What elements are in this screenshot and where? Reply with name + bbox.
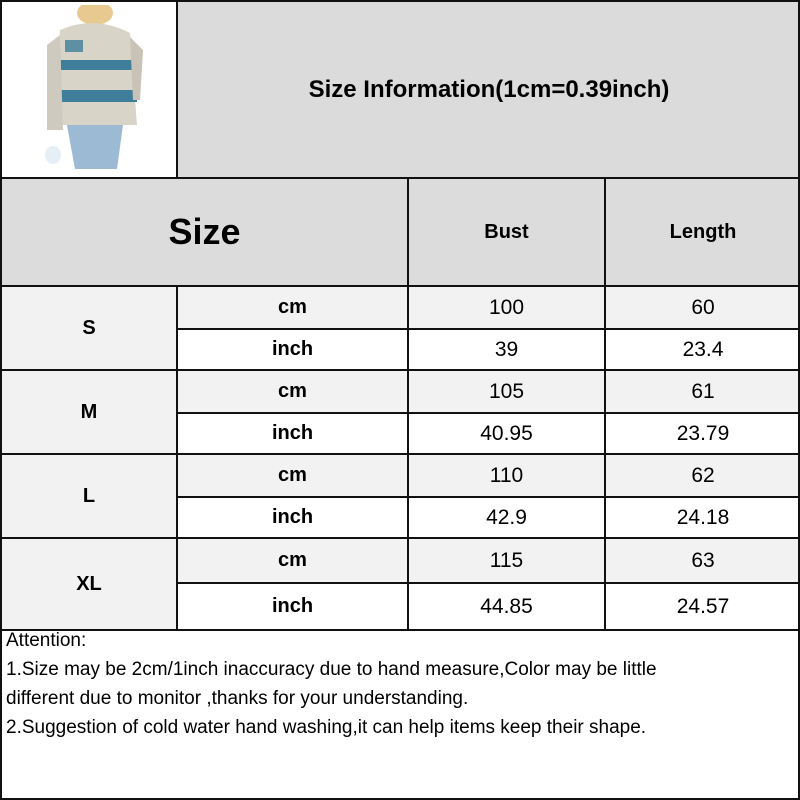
table-row: S cm 100 60	[0, 285, 800, 371]
header-length: Length	[604, 177, 800, 287]
unit-label: cm	[176, 369, 409, 414]
bust-value: 105	[407, 369, 606, 414]
table-row: inch 44.85 24.57	[1, 582, 800, 631]
attention-line-1: 1.Size may be 2cm/1inch inaccuracy due t…	[6, 659, 657, 680]
unit-label: inch	[176, 328, 409, 371]
bust-value: 115	[407, 537, 606, 584]
bust-value: 100	[407, 285, 606, 330]
bust-value: 39	[407, 328, 606, 371]
length-value: 60	[604, 285, 800, 330]
length-value: 24.57	[604, 582, 800, 631]
attention-line-2: 2.Suggestion of cold water hand washing,…	[6, 717, 647, 738]
unit-label: cm	[176, 285, 409, 330]
length-value: 62	[604, 453, 800, 498]
length-value: 61	[604, 369, 800, 414]
unit-label: inch	[176, 582, 409, 631]
header-size: Size	[0, 177, 409, 287]
length-value: 24.18	[604, 496, 800, 539]
size-label: S	[0, 285, 178, 371]
unit-label: inch	[176, 412, 409, 455]
unit-label: cm	[176, 453, 409, 498]
size-label: M	[0, 369, 178, 455]
product-image	[5, 1, 173, 169]
size-chart-table: Size Information(1cm=0.39inch) Size Bust…	[0, 0, 800, 631]
table-row: L cm 110 62	[0, 453, 800, 539]
bust-value: 42.9	[407, 496, 606, 539]
table-row: M cm 105 61	[0, 369, 800, 455]
unit-label: inch	[176, 496, 409, 539]
product-photo	[0, 0, 178, 179]
bust-value: 44.85	[407, 582, 606, 631]
header-bust: Bust	[407, 177, 606, 287]
unit-label: cm	[176, 537, 409, 584]
attention-heading: Attention:	[6, 630, 87, 651]
length-value: 23.79	[604, 412, 800, 455]
bust-value: 40.95	[407, 412, 606, 455]
table-row: inch 40.95 23.79	[1, 412, 800, 455]
attention-notes: Attention: 1.Size may be 2cm/1inch inacc…	[6, 626, 786, 742]
attention-line-1-cont: different due to monitor ,thanks for you…	[6, 688, 469, 709]
size-info-title: Size Information(1cm=0.39inch)	[176, 0, 800, 179]
bust-value: 110	[407, 453, 606, 498]
table-row: inch 42.9 24.18	[1, 496, 800, 539]
size-label: L	[0, 453, 178, 539]
size-label: XL	[0, 537, 178, 631]
table-row: XL cm 115 63	[0, 537, 800, 631]
length-value: 63	[604, 537, 800, 584]
